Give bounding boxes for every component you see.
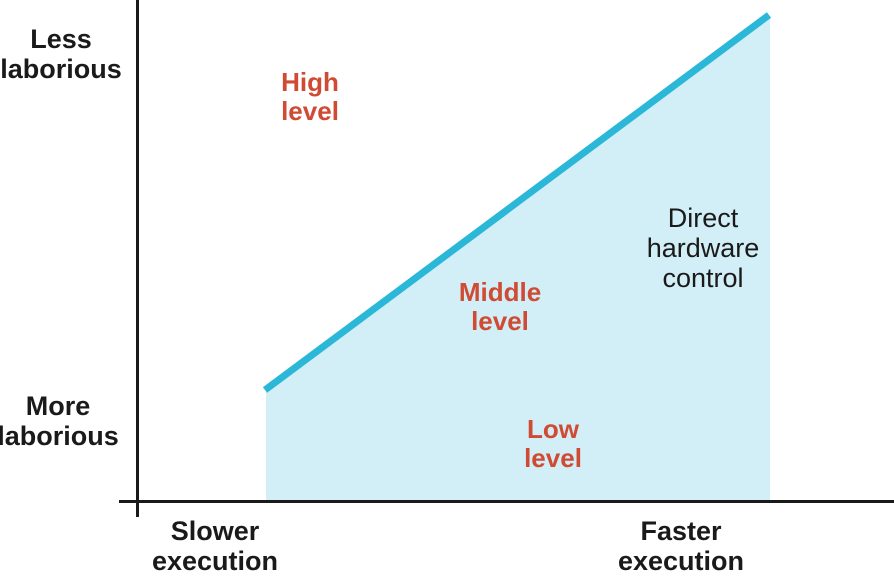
x-axis-label-faster-execution: Faster execution — [617, 516, 745, 577]
labor-vs-speed-tradeoff-line — [262, 12, 772, 393]
y-axis-label-more-laborious: More laborious — [0, 391, 119, 452]
y-axis-label-less-laborious: Less laborious — [0, 24, 122, 85]
high-level-label: High level — [281, 67, 339, 127]
execution-speed-shaded-region — [266, 16, 770, 501]
low-level-label: Low level — [524, 414, 582, 474]
middle-level-label: Middle level — [458, 277, 542, 337]
direct-hardware-control-annotation: Direct hardware control — [646, 203, 760, 294]
x-axis-label-slower-execution: Slower execution — [151, 516, 279, 577]
